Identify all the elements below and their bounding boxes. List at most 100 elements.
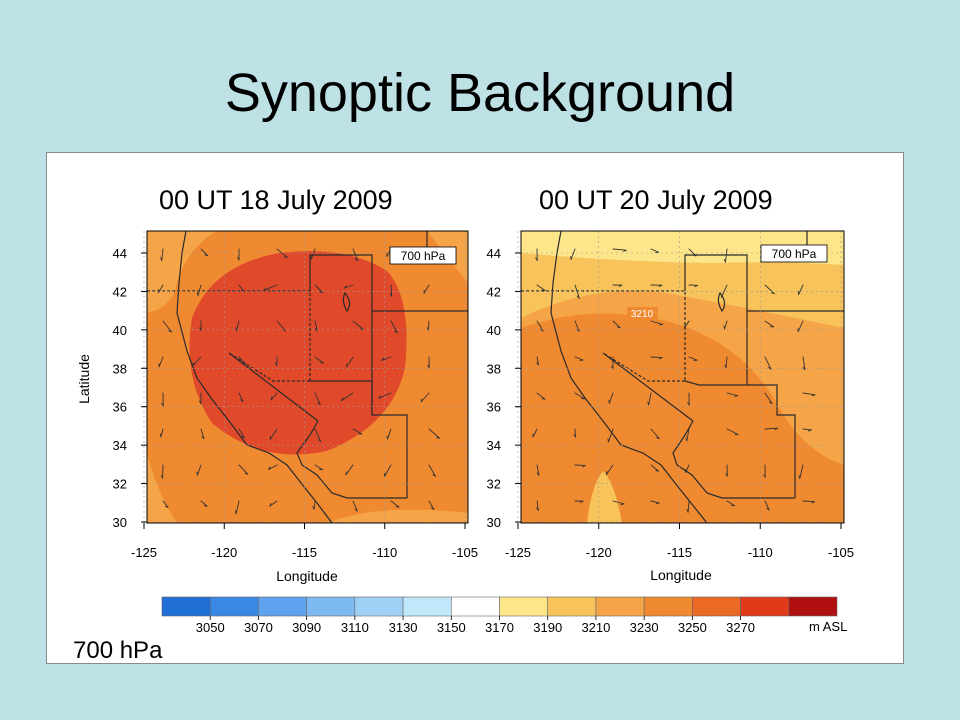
- wind-arrow: [570, 248, 576, 260]
- wind-arrow-head: [540, 329, 544, 332]
- wind-arrow: [158, 356, 164, 368]
- colorbar-swatch: [306, 596, 356, 617]
- map-right-gridlines: [517, 231, 844, 523]
- wind-arrow: [378, 392, 392, 399]
- wind-arrow-head: [204, 254, 209, 257]
- colorbar-swatch: [258, 596, 307, 617]
- lon-tick-label: -105: [452, 545, 478, 560]
- wind-arrow-head: [659, 324, 663, 326]
- wind-arrow: [352, 428, 363, 435]
- wind-arrow-head: [317, 402, 321, 405]
- wind-arrow: [314, 356, 325, 364]
- wind-arrow-head: [576, 295, 580, 299]
- wind-arrow: [157, 284, 164, 294]
- wind-arrow-head: [199, 400, 202, 405]
- wind-arrow: [197, 284, 202, 296]
- wind-arrow-head: [378, 395, 382, 399]
- wind-arrow: [352, 500, 358, 512]
- figure-panel: 700 hPa 44 42 40 38 36 34 32 30 -125 -120 -115 -11…: [46, 152, 904, 664]
- wind-arrow-head: [770, 292, 775, 295]
- wind-arrow-head: [432, 474, 436, 477]
- wind-arrow: [238, 464, 249, 475]
- colorbar-swatches: [161, 596, 838, 617]
- wind-arrow-head: [355, 258, 359, 262]
- wind-arrow: [574, 392, 585, 400]
- lat-tick-label: 32: [487, 477, 501, 492]
- wind-arrow: [764, 392, 773, 405]
- wind-arrow-head: [312, 506, 315, 510]
- wind-arrow: [420, 392, 430, 403]
- wind-arrow: [798, 284, 804, 295]
- wind-arrow: [270, 392, 278, 401]
- colorbar-label: 3170: [485, 620, 514, 635]
- wind-arrow: [684, 320, 690, 329]
- lat-tick-label: 36: [113, 400, 127, 415]
- wind-arrow: [725, 248, 728, 263]
- wind-arrow: [162, 500, 169, 508]
- lon-tick-label: -115: [667, 545, 692, 560]
- colorbar-label: 3050: [196, 620, 225, 635]
- wind-arrow: [650, 320, 663, 325]
- wind-arrow: [238, 428, 245, 439]
- wind-arrow-head: [240, 399, 244, 402]
- wind-arrow: [428, 464, 436, 477]
- wind-arrow: [797, 320, 804, 333]
- lat-tick-label: 44: [487, 246, 501, 261]
- map-right-wind-barbs: [532, 248, 816, 513]
- wind-arrow: [688, 248, 697, 257]
- wind-arrow-head: [768, 401, 773, 405]
- slide-title: Synoptic Background: [224, 63, 736, 123]
- map-left: 700 hPa 44 42 40 38 36 34 32 30 -125 -120 -115 -11…: [76, 230, 478, 584]
- colorbar-swatch: [692, 596, 741, 617]
- colorbar-label: 3110: [341, 620, 369, 635]
- lat-tick-label: 34: [487, 438, 501, 453]
- wind-arrow: [238, 392, 244, 402]
- wind-arrow: [536, 320, 544, 332]
- wind-arrow: [314, 320, 318, 332]
- colorbar-label: 3210: [581, 620, 610, 635]
- wind-arrow-head: [573, 434, 576, 438]
- wind-arrow-head: [283, 256, 288, 258]
- wind-arrow: [650, 356, 663, 359]
- colorbar-swatch: [354, 596, 404, 617]
- map-right-title: 00 UT 20 July 2009: [539, 185, 773, 215]
- colorbar-swatch: [450, 596, 500, 617]
- wind-arrow-head: [235, 327, 238, 332]
- wind-arrow-head: [774, 427, 778, 431]
- colorbar-swatch: [740, 596, 790, 617]
- wind-arrow-head: [394, 330, 398, 334]
- wind-arrow: [196, 464, 202, 476]
- lat-tick-label: 38: [113, 361, 127, 376]
- wind-arrow-head: [656, 437, 660, 440]
- wind-arrow-head: [263, 287, 267, 291]
- lon-tick-label: -110: [372, 545, 397, 560]
- wind-arrow: [235, 500, 240, 515]
- wind-arrow: [314, 428, 322, 442]
- wind-arrow: [802, 428, 812, 431]
- wind-arrow-head: [381, 357, 385, 361]
- colorbar-label: 3090: [292, 620, 321, 635]
- map-left-field: [147, 231, 468, 523]
- wind-arrow: [688, 356, 698, 361]
- wind-arrow: [802, 500, 816, 503]
- wind-arrow: [726, 428, 739, 435]
- wind-arrow: [686, 428, 690, 442]
- lat-tick-label: 36: [487, 400, 501, 415]
- wind-arrow: [764, 500, 770, 511]
- wind-arrow: [532, 428, 538, 438]
- wind-arrow: [162, 320, 173, 333]
- map-left-lon-ticks: -125 -120 -115 -110 -105: [131, 523, 478, 560]
- wind-arrow-head: [655, 470, 660, 472]
- wind-arrow-head: [343, 285, 347, 289]
- wind-arrow-head: [811, 394, 816, 397]
- colorbar-swatch: [547, 596, 597, 617]
- wind-arrow: [607, 428, 614, 443]
- wind-arrow-head: [694, 284, 698, 288]
- wind-arrow: [384, 464, 392, 477]
- wind-arrow-head: [620, 503, 625, 506]
- wind-arrow-head: [241, 435, 245, 439]
- wind-arrow-head: [616, 326, 621, 329]
- wind-arrow: [721, 284, 728, 298]
- colorbar-swatch: [402, 596, 452, 617]
- wind-arrow: [725, 356, 728, 369]
